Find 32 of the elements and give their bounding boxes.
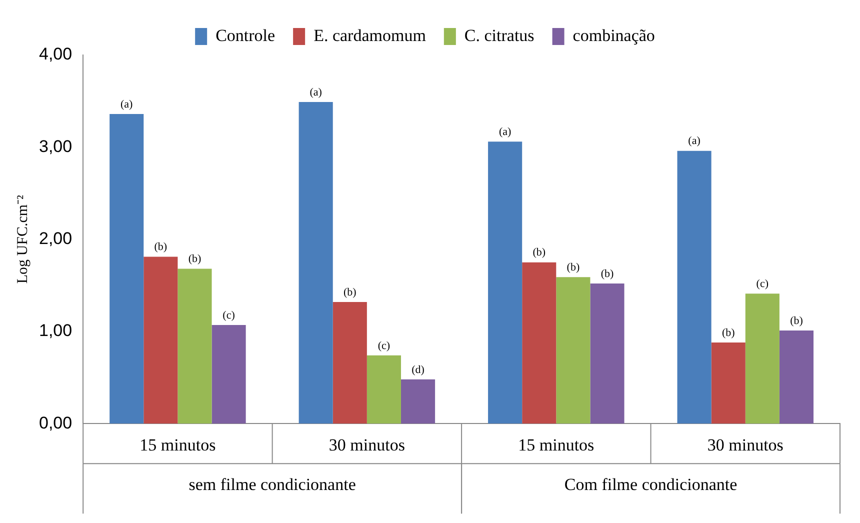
data-label: (b) — [722, 326, 736, 339]
legend-label: C. citratus — [464, 26, 534, 45]
y-tick-label: 2,00 — [38, 228, 72, 248]
y-axis-title: Log UFC.cm⁻² — [14, 194, 31, 284]
data-label: (b) — [566, 261, 580, 274]
data-label: (a) — [120, 98, 134, 110]
data-label: (a) — [688, 135, 701, 148]
x-tick-label: 15 minutos — [140, 435, 216, 454]
legend-label: E. cardamomum — [314, 26, 426, 45]
data-label: (a) — [498, 126, 512, 138]
data-label: (b) — [600, 268, 614, 280]
legend-label: Controle — [216, 26, 276, 45]
data-label: (b) — [343, 286, 357, 298]
data-label: (c) — [378, 340, 390, 352]
text: Com filme condicionante — [564, 475, 738, 494]
data-label: (c) — [222, 309, 236, 322]
y-tick-label: 3,00 — [38, 136, 72, 156]
data-label: (c) — [756, 278, 769, 290]
x-tick-label: 15 minutos — [518, 435, 594, 454]
x-tick-label: 30 minutos — [328, 435, 405, 454]
y-tick-label: 4,00 — [38, 44, 72, 64]
data-label: (b) — [154, 241, 168, 254]
data-label: (b) — [790, 314, 804, 327]
data-label: (b) — [188, 253, 202, 266]
text: sem filme condicionante — [188, 475, 356, 494]
legend-label: combinação — [572, 26, 655, 45]
x-tick-label: 30 minutos — [707, 435, 784, 454]
y-tick-label: 1,00 — [38, 321, 72, 340]
data-label: (b) — [532, 246, 546, 259]
data-label: (d) — [412, 364, 425, 376]
data-label: (a) — [310, 86, 322, 98]
y-tick-label: 0,00 — [38, 413, 72, 432]
